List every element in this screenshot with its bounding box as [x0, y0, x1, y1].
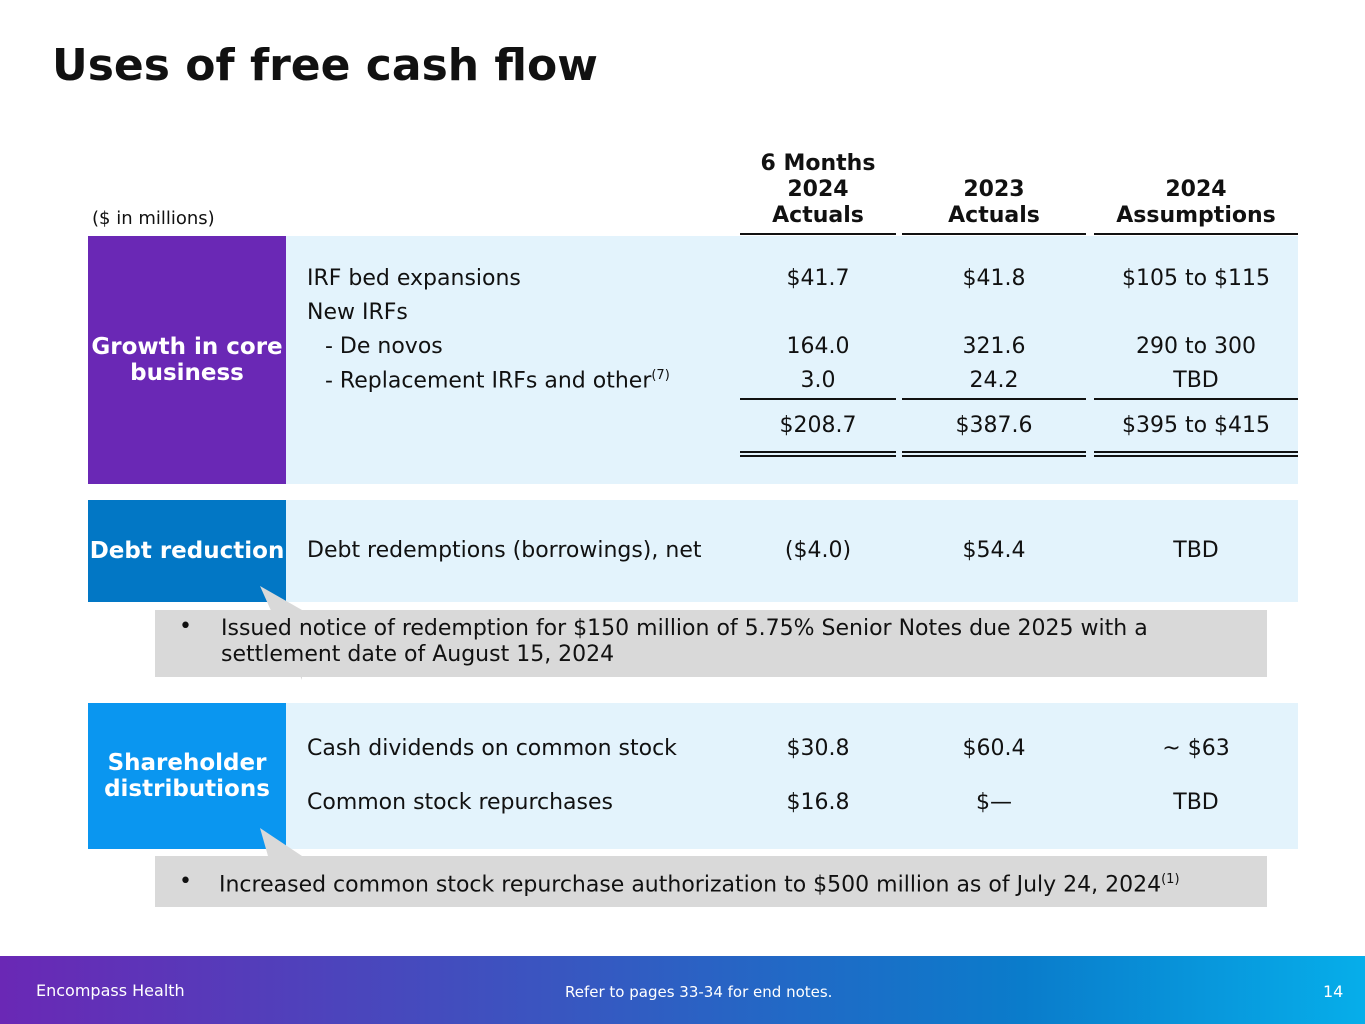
total-double-rule	[740, 451, 896, 457]
cell: $16.8	[786, 790, 850, 815]
growth-label: Growth in core business	[88, 236, 286, 484]
total-cell: $395 to $415	[1121, 413, 1271, 438]
cell: 164.0	[786, 334, 850, 359]
subtotal-rule	[740, 398, 896, 400]
cell: 3.0	[800, 368, 836, 393]
cell: TBD	[1173, 790, 1219, 815]
shareholder-label: Shareholder distributions	[88, 703, 286, 849]
debt-label: Debt reduction	[88, 500, 286, 602]
cell: 290 to 300	[1135, 334, 1257, 359]
shareholder-panel	[286, 703, 1298, 849]
cell: $30.8	[786, 736, 850, 761]
units-label: ($ in millions)	[92, 208, 215, 229]
debt-callout: • Issued notice of redemption for $150 m…	[155, 610, 1267, 677]
callout-tail	[260, 828, 302, 856]
cell: $—	[976, 790, 1012, 815]
row-label: New IRFs	[307, 300, 408, 325]
page-title: Uses of free cash flow	[52, 40, 598, 91]
cell: $41.7	[786, 266, 850, 291]
row-label: IRF bed expansions	[307, 266, 521, 291]
row-label: Cash dividends on common stock	[307, 736, 677, 761]
company-name: Encompass Health	[36, 981, 185, 1000]
column-header-2023: 2023 Actuals	[948, 177, 1040, 228]
cell: $60.4	[962, 736, 1026, 761]
column-header-2024-assumptions: 2024 Assumptions	[1116, 177, 1276, 228]
cell: 24.2	[969, 368, 1019, 393]
debt-panel	[286, 500, 1298, 602]
total-cell: $208.7	[779, 413, 857, 438]
footer: Encompass Health Refer to pages 33-34 fo…	[0, 956, 1365, 1024]
total-cell: $387.6	[955, 413, 1033, 438]
cell: ($4.0)	[784, 538, 852, 563]
total-double-rule	[902, 451, 1086, 457]
header-rule	[902, 233, 1086, 235]
column-header-6m-2024: 6 Months 2024 Actuals	[760, 151, 876, 228]
callout-text: Increased common stock repurchase author…	[219, 872, 1180, 898]
row-label: Debt redemptions (borrowings), net	[307, 538, 702, 563]
cell: $41.8	[962, 266, 1026, 291]
cell: ~ $63	[1162, 736, 1230, 761]
shareholder-callout: • Increased common stock repurchase auth…	[155, 856, 1267, 907]
callout-text: Issued notice of redemption for $150 mil…	[221, 616, 1148, 667]
row-label: Common stock repurchases	[307, 790, 614, 815]
subtotal-rule	[1094, 398, 1298, 400]
page-number: 14	[1323, 982, 1344, 1001]
cell: TBD	[1173, 368, 1219, 393]
subtotal-rule	[902, 398, 1086, 400]
header-rule	[740, 233, 896, 235]
cell: 321.6	[962, 334, 1026, 359]
cell: $105 to $115	[1121, 266, 1271, 291]
total-double-rule	[1094, 451, 1298, 457]
cell: TBD	[1173, 538, 1219, 563]
header-rule	[1094, 233, 1298, 235]
row-label: - De novos	[325, 334, 443, 359]
end-notes: Refer to pages 33-34 for end notes.	[565, 983, 833, 1001]
growth-panel	[286, 236, 1298, 484]
cell: $54.4	[962, 538, 1026, 563]
row-label: - Replacement IRFs and other(7)	[325, 368, 670, 394]
